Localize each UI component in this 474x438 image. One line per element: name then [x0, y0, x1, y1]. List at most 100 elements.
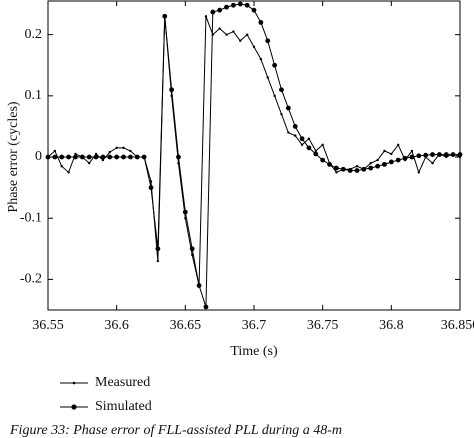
data-point	[354, 168, 360, 173]
data-point	[60, 165, 63, 168]
data-point	[313, 151, 319, 157]
data-point	[307, 137, 311, 140]
data-point	[108, 150, 112, 154]
data-point	[287, 131, 290, 134]
data-point	[210, 9, 216, 15]
data-point	[169, 87, 175, 93]
data-point	[237, 1, 243, 7]
y-tick-label: -0.2	[20, 272, 42, 287]
y-tick-label: 0.1	[25, 88, 43, 103]
y-axis-label: Phase error (cycles)	[6, 101, 21, 213]
data-point	[280, 112, 283, 116]
data-point	[335, 171, 338, 174]
y-tick-label: -0.1	[20, 210, 42, 225]
data-point	[94, 152, 98, 156]
data-point	[272, 62, 277, 68]
data-point	[245, 33, 249, 36]
data-point	[265, 38, 271, 44]
data-point	[176, 154, 181, 160]
data-point	[122, 146, 125, 150]
data-point	[402, 155, 408, 161]
data-point	[300, 143, 304, 146]
data-point	[129, 149, 132, 153]
data-point	[93, 154, 99, 160]
data-point	[430, 152, 435, 157]
data-point	[182, 209, 188, 215]
data-point	[79, 154, 85, 160]
data-point	[334, 165, 339, 171]
data-point	[74, 152, 77, 156]
data-point	[355, 165, 359, 168]
legend-label: Measured	[95, 375, 150, 390]
data-point	[149, 180, 153, 183]
data-point	[53, 149, 57, 153]
data-point	[431, 161, 434, 165]
legend-marker	[71, 404, 77, 410]
data-point	[258, 20, 264, 25]
data-point	[67, 171, 70, 174]
x-tick-label: 36.850	[441, 318, 474, 333]
data-point	[73, 154, 78, 160]
data-point	[218, 27, 221, 30]
data-point	[347, 168, 353, 173]
data-point	[59, 154, 65, 160]
caption: Figure 33: Phase error of FLL-assisted P…	[9, 423, 342, 438]
data-point	[306, 145, 312, 151]
data-point	[101, 158, 105, 162]
data-point	[121, 154, 126, 160]
data-point	[196, 283, 202, 288]
data-point	[285, 105, 291, 111]
data-point	[204, 15, 208, 18]
legend-label: Simulated	[95, 399, 152, 414]
data-point	[383, 149, 386, 153]
data-point	[217, 7, 223, 13]
data-point	[409, 154, 415, 160]
data-point	[66, 154, 71, 160]
data-point	[259, 57, 263, 61]
data-point	[231, 2, 236, 8]
data-point	[292, 124, 298, 129]
data-point	[416, 153, 422, 159]
data-point	[134, 154, 140, 160]
x-tick-label: 36.55	[32, 318, 64, 333]
data-point	[127, 154, 133, 160]
data-point	[148, 185, 154, 191]
data-point	[443, 152, 449, 157]
data-point	[203, 304, 209, 310]
data-point	[437, 152, 442, 157]
data-point	[252, 45, 256, 49]
data-point	[279, 87, 284, 93]
data-point	[225, 33, 228, 36]
data-point	[189, 246, 195, 252]
data-point	[361, 166, 367, 172]
data-point	[340, 166, 346, 172]
data-point	[376, 158, 379, 162]
data-point	[320, 157, 326, 163]
data-point	[86, 154, 92, 160]
data-point	[162, 13, 168, 19]
x-axis-label: Time (s)	[230, 344, 278, 359]
data-point	[314, 149, 317, 153]
x-tick-label: 36.65	[170, 318, 202, 333]
data-point	[141, 154, 147, 160]
data-point	[224, 4, 229, 10]
data-point	[88, 161, 91, 165]
x-tick-label: 36.8	[379, 318, 404, 333]
y-tick-label: 0.2	[25, 27, 43, 42]
data-point	[294, 134, 297, 137]
x-tick-label: 36.75	[307, 318, 339, 333]
data-point	[107, 154, 113, 160]
legend-marker	[72, 381, 76, 385]
data-point	[239, 39, 242, 42]
data-point	[244, 2, 250, 8]
data-point	[251, 7, 257, 13]
data-point	[115, 146, 118, 150]
data-point	[395, 157, 401, 163]
data-point	[417, 171, 420, 174]
data-point	[423, 152, 429, 158]
y-tick-label: 0	[35, 149, 42, 164]
data-point	[397, 143, 400, 146]
data-point	[114, 154, 120, 160]
data-point	[232, 30, 235, 33]
